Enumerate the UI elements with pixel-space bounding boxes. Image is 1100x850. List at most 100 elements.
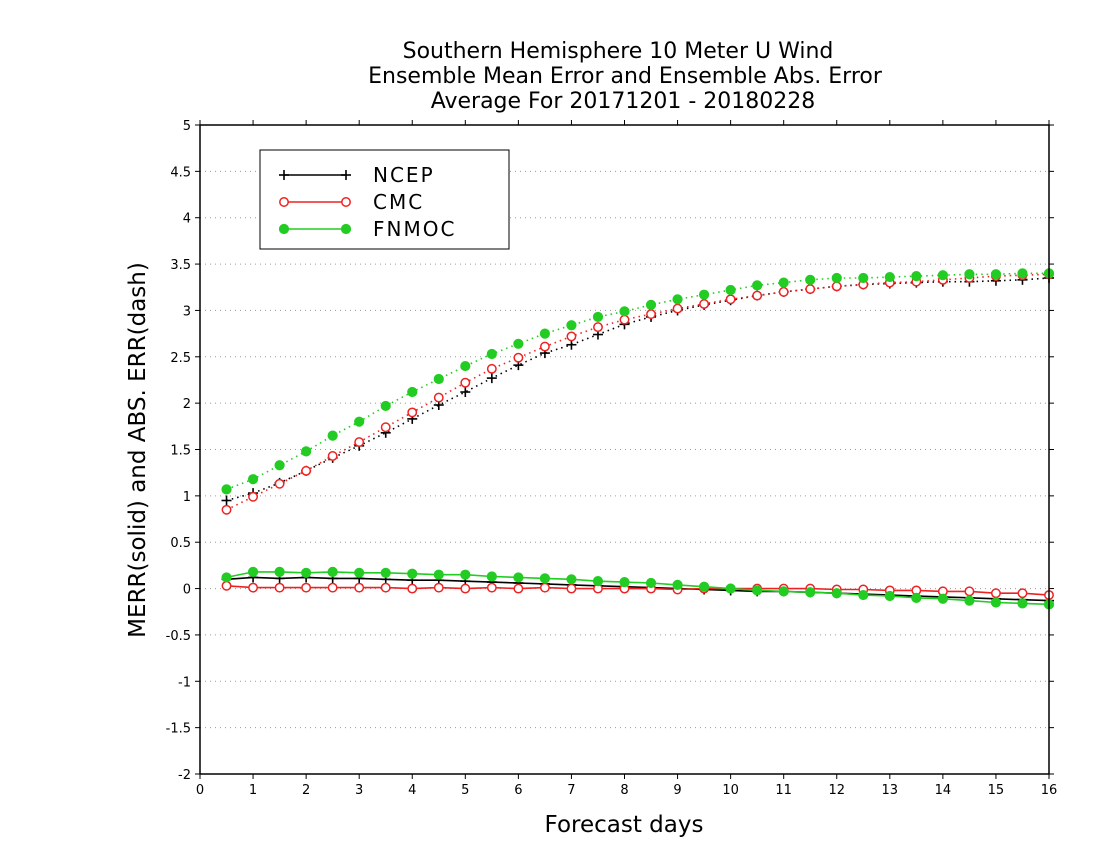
- data-point-fnmoc-merr: [539, 573, 551, 584]
- data-point-cmc-abs-err: [274, 478, 285, 489]
- data-point-fnmoc-abs-err: [592, 311, 604, 323]
- y-tick-label: 2: [183, 397, 191, 412]
- data-point-cmc-merr: [380, 582, 391, 593]
- data-point-fnmoc-abs-err: [884, 271, 895, 283]
- data-point-ncep-abs-err: [460, 387, 471, 398]
- data-point-fnmoc-abs-err: [1017, 268, 1028, 279]
- data-point-fnmoc-merr: [221, 572, 232, 583]
- series-line-fnmoc-abs-err: [226, 272, 1049, 491]
- series-fnmoc: [221, 268, 1055, 610]
- x-tick-label: 14: [935, 783, 952, 798]
- data-point-fnmoc-abs-err: [539, 328, 551, 339]
- data-point-fnmoc-abs-err: [221, 484, 232, 495]
- legend-marker-fnmoc: [340, 223, 352, 235]
- chart-title-line-2: Ensemble Mean Error and Ensemble Abs. Er…: [368, 64, 883, 89]
- y-tick-label: 4: [183, 212, 191, 227]
- y-tick-label: 1.5: [170, 444, 191, 459]
- data-point-ncep-abs-err: [566, 339, 577, 350]
- x-tick-label: 13: [882, 783, 899, 798]
- data-point-fnmoc-merr: [937, 593, 948, 604]
- data-point-fnmoc-abs-err: [380, 400, 391, 412]
- data-point-fnmoc-merr: [752, 585, 763, 596]
- data-point-fnmoc-merr: [858, 589, 869, 601]
- chart-title: Southern Hemisphere 10 Meter U Wind Ense…: [368, 39, 883, 114]
- data-point-fnmoc-abs-err: [645, 299, 657, 310]
- data-point-fnmoc-abs-err: [247, 474, 259, 485]
- legend-label-fnmoc: FNMOC: [373, 217, 456, 241]
- data-point-cmc-merr: [486, 582, 497, 593]
- series-line-ncep-abs-err: [226, 277, 1050, 502]
- x-tick-label: 1: [249, 783, 257, 798]
- data-point-fnmoc-abs-err: [752, 280, 763, 291]
- data-point-cmc-abs-err: [460, 377, 471, 388]
- x-tick-label: 16: [1041, 783, 1058, 798]
- data-point-cmc-abs-err: [248, 491, 259, 502]
- y-tick-label: 3: [183, 304, 191, 319]
- data-point-cmc-merr: [248, 582, 259, 593]
- x-tick-label: 11: [775, 783, 792, 798]
- data-point-cmc-abs-err: [831, 281, 842, 292]
- x-tick-label: 2: [302, 783, 310, 798]
- data-point-fnmoc-merr: [1017, 598, 1028, 609]
- x-tick-label: 7: [567, 783, 575, 798]
- legend-box: [259, 149, 510, 250]
- x-tick-label: 4: [408, 783, 416, 798]
- x-tick-label: 5: [461, 783, 469, 798]
- data-point-cmc-abs-err: [354, 437, 365, 448]
- data-point-cmc-merr: [1017, 588, 1028, 599]
- data-point-fnmoc-abs-err: [990, 269, 1002, 280]
- data-point-fnmoc-merr: [380, 567, 391, 578]
- y-tick-label: 3.5: [170, 258, 191, 273]
- data-point-fnmoc-abs-err: [460, 360, 471, 372]
- data-point-fnmoc-abs-err: [725, 284, 736, 296]
- axes: -2-1.5-1-0.500.511.522.533.544.550 1 2 3 4 5 6…: [166, 119, 1058, 798]
- data-point-fnmoc-abs-err: [619, 306, 630, 317]
- data-point-cmc-abs-err: [619, 314, 630, 325]
- data-point-fnmoc-merr: [592, 576, 604, 587]
- data-point-fnmoc-merr: [513, 572, 524, 583]
- data-point-fnmoc-merr: [884, 590, 895, 602]
- data-point-cmc-merr: [407, 583, 418, 594]
- y-tick-label: 0: [183, 583, 191, 598]
- legend-marker-ncep: [279, 170, 289, 180]
- x-tick-label: 8: [620, 783, 628, 798]
- x-axis-label: Forecast days: [545, 812, 704, 838]
- data-point-cmc-merr: [513, 583, 524, 594]
- data-point-fnmoc-abs-err: [964, 269, 975, 280]
- data-point-cmc-abs-err: [433, 392, 444, 403]
- x-tick-label: 10: [722, 783, 739, 798]
- data-point-cmc-merr: [990, 588, 1001, 599]
- y-tick-label: -1.5: [166, 722, 191, 737]
- data-point-cmc-merr: [460, 583, 471, 594]
- y-tick-label: -1: [178, 675, 191, 690]
- y-tick-label: 4.5: [170, 165, 191, 180]
- data-point-fnmoc-merr: [831, 588, 842, 599]
- data-point-fnmoc-merr: [327, 566, 338, 577]
- data-point-cmc-abs-err: [672, 303, 683, 314]
- data-point-fnmoc-merr: [407, 568, 418, 579]
- y-tick-label: -0.5: [166, 629, 191, 644]
- chart-title-line-1: Southern Hemisphere 10 Meter U Wind: [403, 39, 834, 64]
- data-point-fnmoc-abs-err: [911, 271, 922, 282]
- data-point-fnmoc-merr: [990, 597, 1002, 608]
- data-point-cmc-merr: [274, 582, 285, 593]
- data-point-cmc-merr: [354, 582, 365, 593]
- data-point-fnmoc-abs-err: [937, 270, 948, 281]
- data-point-cmc-merr: [301, 582, 312, 593]
- x-tick-label: 9: [673, 783, 681, 798]
- data-point-fnmoc-merr: [354, 567, 365, 578]
- data-point-fnmoc-abs-err: [486, 348, 497, 360]
- data-point-cmc-abs-err: [380, 422, 391, 433]
- data-point-cmc-abs-err: [407, 407, 418, 418]
- series-layer: [221, 268, 1055, 610]
- data-point-cmc-merr: [221, 580, 232, 591]
- data-point-cmc-abs-err: [805, 284, 816, 295]
- data-point-cmc-abs-err: [301, 465, 312, 476]
- x-tick-label: 15: [988, 783, 1005, 798]
- data-point-ncep-abs-err: [486, 373, 497, 384]
- data-point-fnmoc-abs-err: [433, 373, 444, 385]
- y-tick-label: 1: [183, 490, 191, 505]
- data-point-fnmoc-merr: [911, 592, 922, 603]
- y-tick-label: -2: [178, 768, 191, 783]
